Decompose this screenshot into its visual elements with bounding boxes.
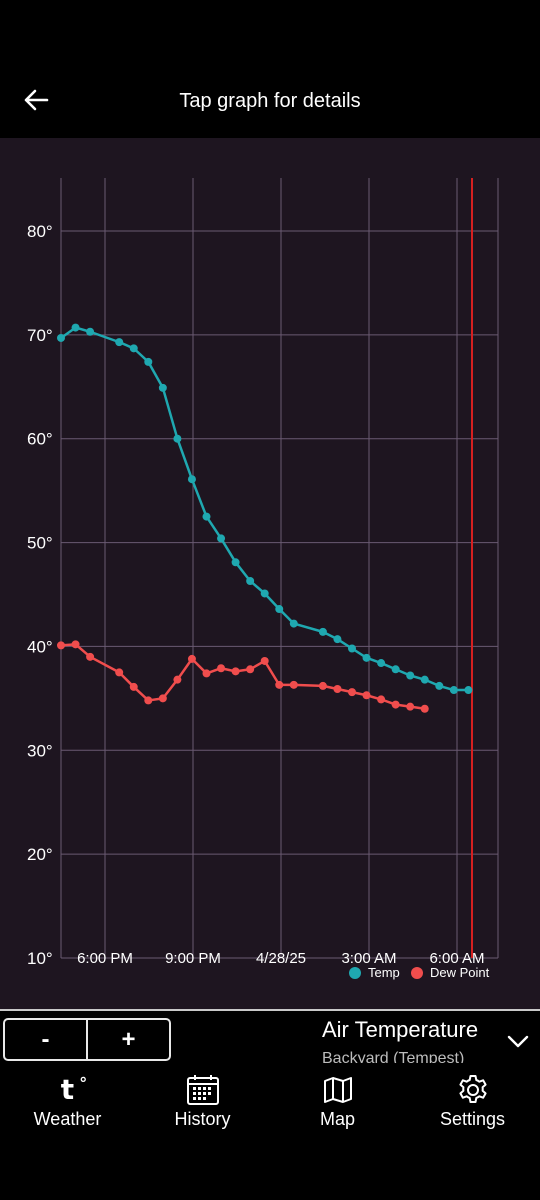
zoom-stepper: - + — [3, 1018, 171, 1061]
temp-data-point — [362, 653, 371, 662]
x-tick-label: 9:00 PM — [165, 950, 221, 967]
x-tick-label: 6:00 PM — [77, 950, 133, 967]
dew-point-data-point — [246, 665, 255, 674]
history-chart[interactable]: 80° 70° 60° 50° 40° 30° 20° 10° 6:00 PM 9:00 PM 4/… — [0, 138, 540, 1010]
temp-data-point — [406, 671, 415, 680]
temp-data-point — [144, 357, 153, 366]
back-button[interactable] — [18, 82, 54, 118]
gear-icon — [458, 1075, 487, 1103]
temp-data-point — [391, 665, 400, 674]
dew-point-data-point — [362, 691, 371, 700]
nav-map[interactable]: Map — [270, 1073, 405, 1133]
dew-point-data-point — [260, 656, 269, 665]
chevron-down-icon — [507, 1035, 529, 1048]
temp-series-line — [60, 326, 469, 692]
zoom-out-button[interactable]: - — [41, 1025, 50, 1053]
x-tick-label: 3:00 AM — [341, 950, 396, 967]
dew-point-data-point — [217, 664, 226, 673]
dew-point-data-point — [144, 696, 153, 705]
x-tick-label: 6:00 AM — [429, 950, 484, 967]
dew-point-data-point — [377, 695, 386, 704]
temp-data-point — [202, 512, 211, 521]
dew-point-data-point — [57, 641, 65, 650]
legend-marker — [411, 967, 423, 979]
chart-canvas[interactable]: 80° 70° 60° 50° 40° 30° 20° 10° 6:00 PM 9:00 PM 4/… — [0, 138, 540, 1010]
y-tick-label: 20° — [27, 845, 53, 864]
x-tick-label: 4/28/25 — [256, 950, 306, 967]
temp-data-point — [275, 605, 284, 614]
y-tick-label: 60° — [27, 430, 53, 449]
nav-label-map: Map — [319, 1109, 355, 1129]
nav-settings[interactable]: Settings — [405, 1073, 540, 1133]
dew-point-data-point — [129, 682, 138, 691]
temp-data-point — [377, 659, 386, 668]
legend-label: Dew Point — [430, 965, 490, 980]
temp-data-point — [86, 327, 95, 336]
legend-label: Temp — [368, 965, 400, 980]
temp-data-point — [57, 333, 65, 342]
sensor-dropdown[interactable]: Air Temperature Backyard (Tempest) — [322, 1017, 540, 1067]
y-tick-label: 50° — [27, 534, 53, 553]
y-tick-label: 80° — [27, 222, 53, 241]
temp-data-point — [318, 627, 327, 636]
dew-point-data-point — [348, 688, 356, 697]
arrow-left-icon — [24, 89, 49, 111]
chart-controls: - + Air Temperature Backyard (Tempest) — [0, 1011, 540, 1067]
temp-data-point — [289, 619, 298, 628]
dew-point-data-point — [406, 702, 415, 711]
page-title: Tap graph for details — [179, 90, 361, 112]
tempest-logo-icon: t ° — [60, 1073, 88, 1106]
temp-data-point — [420, 675, 429, 684]
temp-data-point — [158, 383, 167, 392]
temp-data-point — [435, 681, 444, 690]
temp-data-point — [348, 644, 356, 653]
calendar-icon — [186, 1075, 219, 1105]
y-tick-label: 40° — [27, 637, 53, 656]
dew-point-data-point — [333, 685, 342, 694]
divider — [0, 1009, 540, 1011]
dew-point-data-point — [115, 668, 124, 677]
nav-label-settings: Settings — [439, 1109, 506, 1129]
dew-point-series-line — [60, 643, 425, 710]
temp-data-point — [464, 686, 473, 695]
y-tick-label: 30° — [27, 741, 53, 760]
zoom-in-button[interactable]: + — [86, 1020, 169, 1059]
y-tick-label: 10° — [27, 949, 53, 968]
temp-data-point — [217, 534, 226, 543]
dew-point-data-point — [86, 652, 95, 661]
nav-label-history: History — [174, 1109, 231, 1129]
temp-data-point — [115, 338, 124, 347]
map-icon — [323, 1077, 352, 1103]
temp-data-point — [71, 323, 80, 332]
nav-history[interactable]: History — [135, 1073, 270, 1133]
nav-weather[interactable]: t ° Weather — [0, 1073, 135, 1133]
dew-point-data-point — [289, 680, 298, 689]
temp-data-point — [231, 558, 240, 567]
dew-point-data-point — [391, 700, 400, 709]
nav-label-weather: Weather — [33, 1109, 102, 1129]
temp-data-point — [260, 589, 269, 598]
temp-data-point — [173, 434, 182, 443]
temp-data-point — [129, 344, 138, 353]
temp-data-point — [333, 635, 342, 644]
sensor-subtitle: Backyard (Tempest) — [322, 1050, 465, 1067]
dew-point-data-point — [275, 680, 284, 689]
dew-point-data-point — [231, 667, 240, 676]
dew-point-data-point — [173, 675, 182, 684]
dew-point-data-point — [318, 681, 327, 690]
dew-point-data-point — [187, 654, 196, 663]
dew-point-data-point — [158, 694, 167, 703]
temp-data-point — [449, 686, 458, 695]
dew-point-data-point — [420, 704, 429, 713]
bottom-navigation: t ° Weather History — [0, 1063, 540, 1200]
legend-marker — [349, 967, 361, 979]
temp-data-point — [246, 576, 255, 585]
temp-data-point — [187, 475, 196, 484]
dew-point-data-point — [202, 669, 211, 678]
top-bar: Tap graph for details — [0, 60, 540, 138]
sensor-title: Air Temperature — [322, 1017, 479, 1042]
dew-point-data-point — [71, 640, 80, 649]
y-tick-label: 70° — [27, 326, 53, 345]
